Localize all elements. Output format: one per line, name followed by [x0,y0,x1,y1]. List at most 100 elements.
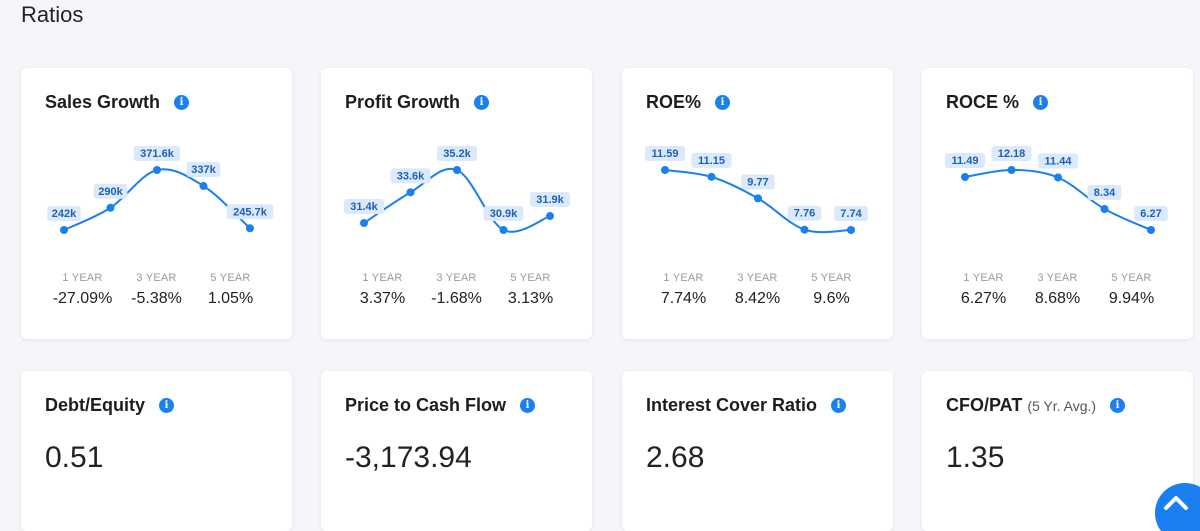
info-icon[interactable]: i [1110,398,1126,413]
data-label-bg [344,199,384,215]
ratio-value: 0.51 [45,441,104,474]
period-value: 6.27% [960,290,1007,307]
data-label-text: 12.18 [998,148,1026,160]
data-label: 31.9k [530,192,570,208]
data-point[interactable] [1147,226,1155,234]
data-label-text: 31.4k [350,201,378,213]
period-5-year: 5 YEAR 9.6% [795,272,869,308]
period-label: 1 YEAR [62,272,103,284]
data-point[interactable] [106,203,115,212]
data-point[interactable] [661,166,669,174]
data-point[interactable] [453,166,461,174]
data-point[interactable] [754,194,762,203]
period-row: 1 YEAR 6.27% 3 YEAR 8.68% 5 YEAR 9.94% [922,272,1193,308]
data-point[interactable] [499,226,508,234]
data-label-text: 7.76 [794,208,815,220]
info-icon[interactable]: i [159,398,175,413]
period-5-year: 5 YEAR 1.05% [194,272,268,308]
chevron-up-icon [1164,496,1188,510]
info-icon[interactable]: i [831,398,847,413]
data-point[interactable] [60,226,68,234]
period-value: -27.09% [52,290,113,307]
data-label: 371.6k [133,146,181,161]
period-3-year: 3 YEAR 8.42% [721,272,795,308]
data-point[interactable] [199,182,208,191]
data-label: 11.44 [1038,153,1078,169]
period-label: 3 YEAR [737,272,778,284]
period-value: 9.6% [813,290,850,307]
data-label: 8.34 [1087,184,1122,200]
card-debt-equity: Debt/Equity i 0.51 [21,371,292,531]
card-roce: ROCE % i 11.49 12.18 11.44 8.34 6.27 1 YEAR 6.… [922,68,1193,339]
period-label: 3 YEAR [136,272,177,284]
card-subtitle: (5 Yr. Avg.) [1027,397,1097,414]
period-value: 7.74% [660,290,707,307]
data-label-bg [834,206,868,221]
data-point[interactable] [1007,166,1016,174]
period-value: 8.42% [734,290,781,307]
data-label: 11.15 [691,152,732,168]
info-icon[interactable]: i [715,95,731,110]
ratio-value: 2.68 [646,441,705,474]
card-sales-growth: Sales Growth i 242k 290k 371.6k 337k 245.7k 1… [21,68,292,339]
growth-chart: 242k 290k 371.6k 337k 245.7k [47,146,274,234]
data-point[interactable] [246,224,254,233]
data-label-bg [1038,153,1078,169]
period-1-year: 1 YEAR 6.27% [947,272,1021,308]
data-label-text: 371.6k [140,148,175,160]
data-label-text: 33.6k [397,170,425,182]
period-label: 3 YEAR [1037,272,1078,284]
data-label-bg [1134,206,1168,221]
ratio-value: -3,173.94 [345,441,472,474]
info-icon[interactable]: i [174,95,190,110]
data-label: 7.76 [787,205,822,221]
data-label-text: 7.74 [840,208,862,220]
card-price-to-cash-flow: Price to Cash Flow i -3,173.94 [321,371,592,531]
data-label-bg [691,152,732,168]
ratio-value: 1.35 [946,441,1005,474]
info-icon[interactable]: i [520,398,536,413]
data-label: 337k [186,162,221,178]
data-label-text: 31.9k [536,194,564,206]
data-point[interactable] [707,172,716,181]
data-label-bg [530,192,570,208]
data-label-text: 9.77 [747,176,768,188]
data-point[interactable] [961,173,969,182]
period-value: -1.68% [431,290,482,307]
period-label: 3 YEAR [436,272,477,284]
period-label: 1 YEAR [362,272,403,284]
card-cfo-pat: CFO/PAT (5 Yr. Avg.) i 1.35 [922,371,1193,531]
data-label-text: 30.9k [490,208,518,220]
period-row: 1 YEAR 3.37% 3 YEAR -1.68% 5 YEAR 3.13% [321,272,592,308]
data-label: 33.6k [390,168,431,184]
data-label-text: 245.7k [233,206,268,218]
period-3-year: 3 YEAR -1.68% [420,272,494,308]
data-label-bg [741,174,775,190]
data-point[interactable] [406,188,415,197]
period-value: -5.38% [131,290,182,307]
card-profit-growth: Profit Growth i 31.4k 33.6k 35.2k 30.9k 31.9k… [321,68,592,339]
period-label: 5 YEAR [210,272,251,284]
data-label-text: 337k [191,164,216,176]
data-point[interactable] [360,219,368,228]
data-point[interactable] [1100,204,1109,213]
info-icon[interactable]: i [474,95,489,110]
period-label: 5 YEAR [1111,272,1152,284]
data-point[interactable] [153,166,161,174]
growth-chart: 11.59 11.15 9.77 7.76 7.74 [645,146,868,234]
data-point[interactable] [800,225,809,234]
data-point[interactable] [1054,173,1062,182]
info-icon[interactable]: i [1033,95,1049,110]
data-label-text: 11.49 [952,155,979,167]
data-point[interactable] [847,226,855,234]
period-5-year: 5 YEAR 3.13% [494,272,568,308]
period-value: 8.68% [1034,290,1081,307]
data-point[interactable] [546,212,554,221]
data-label-bg [483,206,524,221]
data-label-bg [186,162,221,178]
growth-chart: 11.49 12.18 11.44 8.34 6.27 [945,146,1168,234]
card-roe: ROE% i 11.59 11.15 9.77 7.76 7.74 1 YEAR 7.74%… [622,68,893,339]
data-label-bg [787,205,822,221]
data-label: 290k [93,183,128,199]
card-title: CFO/PAT [946,395,1023,415]
